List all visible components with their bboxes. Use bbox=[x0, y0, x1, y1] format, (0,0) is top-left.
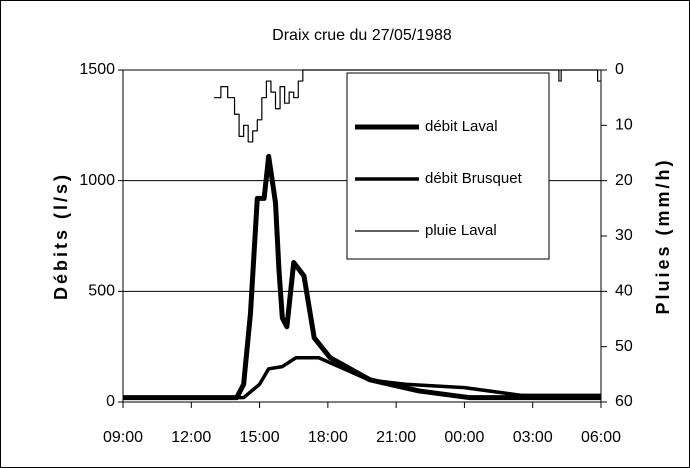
series-line bbox=[123, 355, 601, 400]
legend-label: pluie Laval bbox=[425, 222, 497, 239]
y-tick-label: 0 bbox=[106, 393, 115, 410]
series-line bbox=[214, 69, 601, 143]
x-tick-label: 12:00 bbox=[171, 429, 211, 446]
x-tick-label: 21:00 bbox=[376, 429, 416, 446]
legend-label: débit Laval bbox=[425, 118, 498, 135]
y-tick-label: 1500 bbox=[79, 61, 115, 78]
legend-label: débit Brusquet bbox=[425, 170, 523, 187]
x-tick-label: 18:00 bbox=[308, 429, 348, 446]
y2-tick-label: 50 bbox=[615, 338, 633, 355]
chart-title: Draix crue du 27/05/1988 bbox=[272, 27, 452, 44]
legend-box bbox=[346, 72, 550, 260]
x-tick-label: 06:00 bbox=[581, 429, 621, 446]
y-tick-label: 500 bbox=[88, 283, 115, 300]
y2-tick-label: 40 bbox=[615, 283, 633, 300]
y2-axis-title: Pluies (mm/h) bbox=[653, 157, 673, 314]
y-axis-title: Débits (l/s) bbox=[51, 172, 71, 300]
x-tick-label: 00:00 bbox=[444, 429, 484, 446]
y2-tick-label: 60 bbox=[615, 393, 633, 410]
x-tick-label: 15:00 bbox=[240, 429, 280, 446]
y-tick-label: 1000 bbox=[79, 172, 115, 189]
y2-tick-label: 10 bbox=[615, 117, 633, 134]
x-tick-label: 03:00 bbox=[513, 429, 553, 446]
y2-tick-label: 30 bbox=[615, 227, 633, 244]
x-tick-label: 09:00 bbox=[103, 429, 143, 446]
y2-tick-label: 20 bbox=[615, 172, 633, 189]
y2-tick-label: 0 bbox=[615, 61, 624, 78]
